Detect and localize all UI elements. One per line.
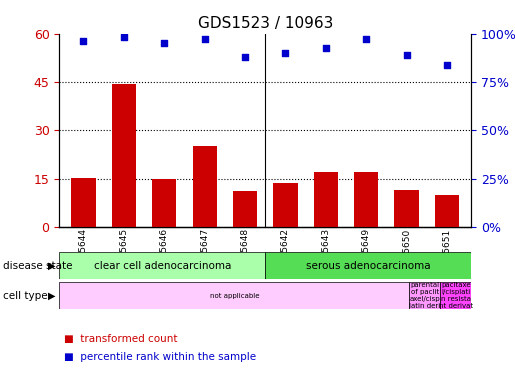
Point <box>403 52 411 58</box>
Bar <box>440 282 471 309</box>
Text: disease state: disease state <box>3 261 72 271</box>
Bar <box>409 282 440 309</box>
Point <box>362 36 370 42</box>
Point <box>281 50 289 56</box>
Text: clear cell adenocarcinoma: clear cell adenocarcinoma <box>94 261 231 271</box>
Point <box>241 54 249 60</box>
Text: parental
of paclit
axel/cisp
latin deri: parental of paclit axel/cisp latin deri <box>409 282 440 309</box>
Bar <box>233 192 257 227</box>
Text: not applicable: not applicable <box>210 293 259 299</box>
Bar <box>72 178 96 227</box>
Bar <box>354 172 379 227</box>
Bar <box>435 195 459 227</box>
Text: ■  percentile rank within the sample: ■ percentile rank within the sample <box>64 352 256 362</box>
Bar <box>112 84 136 227</box>
Text: ▶: ▶ <box>48 261 56 271</box>
Bar <box>193 146 217 227</box>
Bar <box>265 252 471 279</box>
Text: ▶: ▶ <box>48 291 56 301</box>
Bar <box>394 190 419 227</box>
Bar <box>152 178 176 227</box>
Point <box>200 36 209 42</box>
Bar <box>59 282 409 309</box>
Point <box>160 40 168 46</box>
Text: pacltaxe
l/cisplati
n resista
nt derivat: pacltaxe l/cisplati n resista nt derivat <box>439 282 473 309</box>
Bar <box>59 252 265 279</box>
Point <box>119 34 128 40</box>
Text: serous adenocarcinoma: serous adenocarcinoma <box>306 261 431 271</box>
Point <box>322 45 330 51</box>
Bar <box>273 183 298 227</box>
Point <box>443 62 451 68</box>
Title: GDS1523 / 10963: GDS1523 / 10963 <box>198 16 333 31</box>
Text: ■  transformed count: ■ transformed count <box>64 334 178 344</box>
Text: cell type: cell type <box>3 291 47 301</box>
Bar <box>314 172 338 227</box>
Point <box>79 39 88 45</box>
